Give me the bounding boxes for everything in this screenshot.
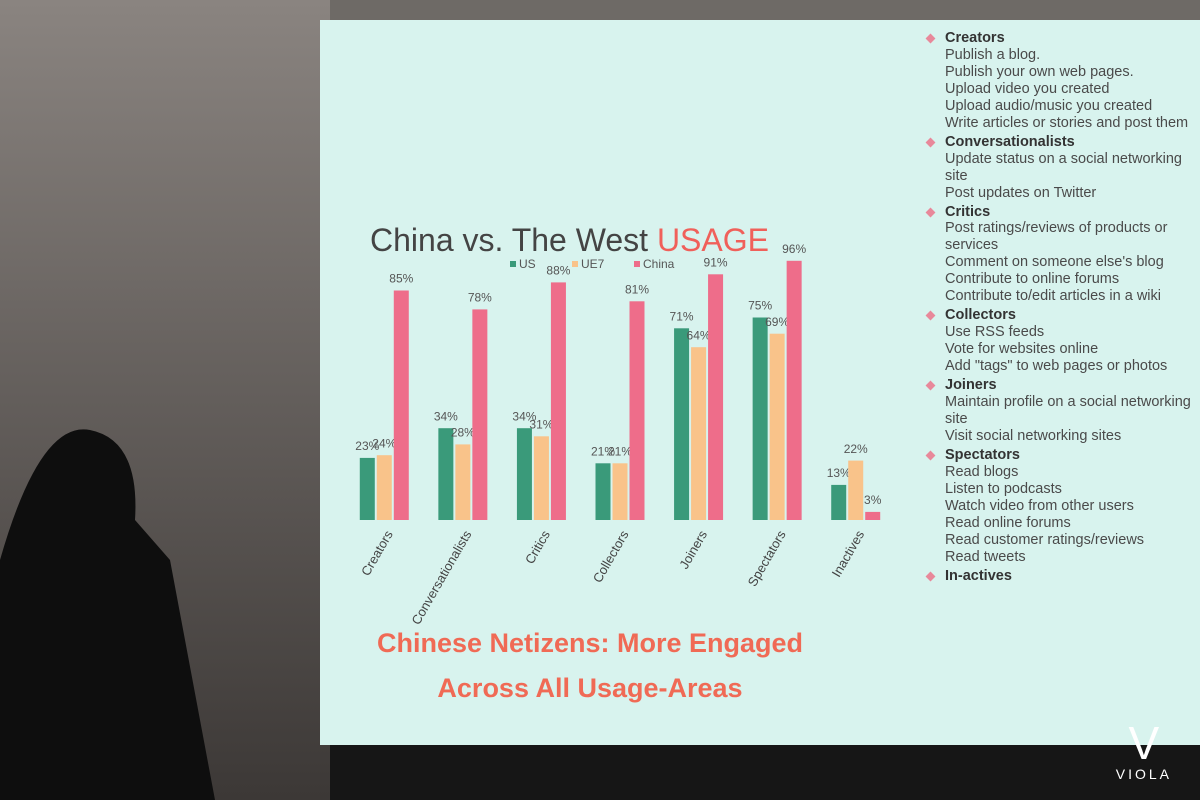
value-label: 34% xyxy=(434,409,458,423)
section-item: Upload audio/music you created xyxy=(945,97,1153,114)
section-item: Upload video you created xyxy=(945,80,1110,97)
logo-text: VIOLA xyxy=(1115,766,1172,782)
section-item: Maintain profile on a social networking … xyxy=(945,394,1191,427)
logo-mark: V xyxy=(1128,717,1160,769)
title-main: China vs. The West xyxy=(370,222,648,258)
section-item: Vote for websites online xyxy=(945,341,1099,358)
x-tick-label: Spectators xyxy=(745,527,789,589)
legend-swatch xyxy=(510,261,516,267)
value-label: 85% xyxy=(389,272,413,286)
side-list: Creators Publish a blog. Publish your own … xyxy=(925,28,1193,585)
presenter xyxy=(0,429,215,800)
bar xyxy=(376,455,392,520)
value-label: 81% xyxy=(625,282,649,296)
caption-line: Across All Usage-Areas xyxy=(437,673,742,703)
value-label: 71% xyxy=(670,309,694,323)
section-heading: Joiners xyxy=(925,377,1193,394)
legend-label: China xyxy=(643,257,675,271)
bar xyxy=(595,463,611,520)
bar xyxy=(848,460,864,520)
x-tick-label: Joiners xyxy=(676,527,710,571)
section-item: Publish your own web pages. xyxy=(945,63,1134,80)
value-label: 96% xyxy=(782,242,806,256)
bar xyxy=(752,317,768,520)
x-tick-label: Collectors xyxy=(590,527,632,585)
legend-swatch xyxy=(572,261,578,267)
bar xyxy=(612,463,628,520)
section-item: Read online forums xyxy=(945,514,1071,531)
value-label: 21% xyxy=(608,444,632,458)
bar xyxy=(786,260,802,520)
chart-title: China vs. The West USAGE xyxy=(370,222,769,258)
bar xyxy=(472,309,488,520)
value-label: 22% xyxy=(844,442,868,456)
value-label: 21% xyxy=(591,444,615,458)
x-tick-label: Creators xyxy=(358,527,396,578)
section-item: Add "tags" to web pages or photos xyxy=(945,358,1168,375)
value-label: 31% xyxy=(529,417,553,431)
section-item: Listen to podcasts xyxy=(945,480,1062,497)
section-heading: Creators xyxy=(925,30,1193,47)
title-accent: USAGE xyxy=(657,222,769,258)
section-item: Write articles or stories and post them xyxy=(945,114,1189,131)
bar xyxy=(438,428,454,520)
value-label: 3% xyxy=(864,493,882,507)
value-label: 23% xyxy=(355,439,379,453)
section-item: Visit social networking sites xyxy=(945,427,1122,444)
logo: V VIOLA xyxy=(1116,720,1172,782)
caption-line: Chinese Netizens: More Engaged xyxy=(377,628,803,658)
bar xyxy=(831,484,847,520)
section-item: Contribute to online forums xyxy=(945,271,1120,288)
section-item: Update status on a social networking sit… xyxy=(945,150,1182,184)
bar xyxy=(674,328,690,520)
value-label: 13% xyxy=(827,466,851,480)
value-label: 91% xyxy=(704,255,728,269)
section-heading: In-actives xyxy=(925,568,1193,585)
bar xyxy=(769,333,785,520)
bar xyxy=(708,274,724,520)
bar xyxy=(533,436,549,520)
bar xyxy=(455,444,471,520)
legend-swatch xyxy=(634,261,640,267)
value-label: 69% xyxy=(765,315,789,329)
legend-label: UE7 xyxy=(581,257,605,271)
value-label: 75% xyxy=(748,299,772,313)
section-heading: Conversationalists xyxy=(925,134,1193,151)
value-label: 88% xyxy=(546,264,570,278)
x-tick-label: Critics xyxy=(522,527,553,566)
bar xyxy=(629,301,645,520)
bar xyxy=(550,282,566,520)
section-item: Contribute to/edit articles in a wiki xyxy=(945,288,1161,305)
section-item: Read blogs xyxy=(945,463,1019,480)
section-item: Read customer ratings/reviews xyxy=(945,531,1145,548)
section-heading: Collectors xyxy=(925,307,1193,324)
value-label: 24% xyxy=(372,436,396,450)
bar xyxy=(691,347,707,520)
plot: US UE7 China Creators 23%24% 85% Conversationa… xyxy=(355,242,881,627)
section-item: Read tweets xyxy=(945,548,1026,565)
x-tick-label: Conversationalists xyxy=(408,527,474,627)
section-item: Use RSS feeds xyxy=(945,324,1045,341)
bar xyxy=(865,511,881,520)
value-label: 64% xyxy=(687,328,711,342)
section-item: Comment on someone else's blog xyxy=(945,254,1164,271)
section-item: Watch video from other users xyxy=(945,497,1134,514)
legend-label: US xyxy=(519,257,536,271)
section-item: Post updates on Twitter xyxy=(945,184,1097,201)
value-label: 34% xyxy=(512,409,536,423)
section-item: Post ratings/reviews of products or serv… xyxy=(945,220,1168,254)
value-label: 78% xyxy=(468,291,492,305)
x-tick-label: Inactives xyxy=(829,527,868,579)
section-item: Publish a blog. xyxy=(945,46,1041,63)
section-heading: Critics xyxy=(925,204,1193,221)
bar xyxy=(393,290,409,520)
value-label: 28% xyxy=(451,426,475,440)
bar xyxy=(516,428,532,520)
section-heading: Spectators xyxy=(925,447,1193,464)
bar xyxy=(359,457,375,520)
